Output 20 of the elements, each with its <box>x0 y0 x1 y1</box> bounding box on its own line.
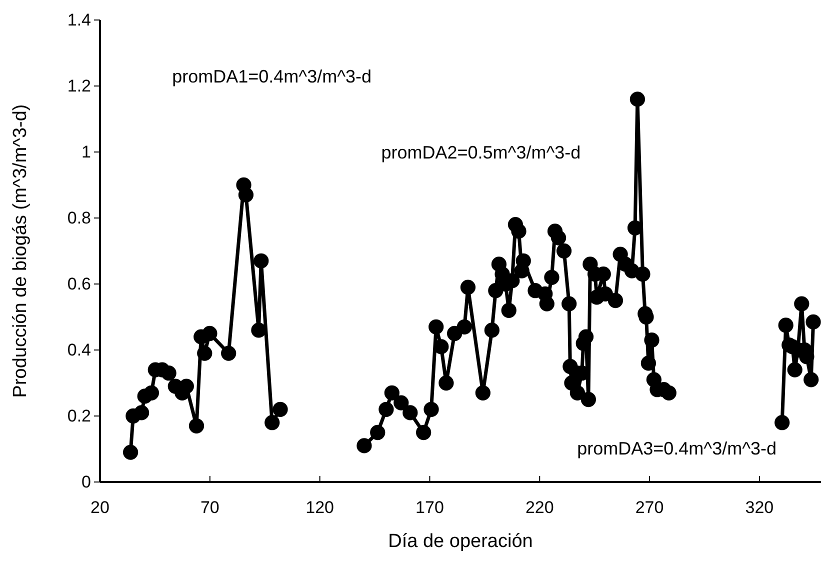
y-tick-label: 0.2 <box>67 406 91 426</box>
x-axis-title: Día de operación <box>388 531 533 552</box>
x-tick-label: 170 <box>416 498 444 518</box>
x-tick-label: 270 <box>635 498 664 518</box>
y-tick-label: 0.8 <box>67 208 91 228</box>
annotation: promDA2=0.5m^3/m^3-d <box>381 142 581 163</box>
x-tick-label: 20 <box>90 498 110 518</box>
y-tick-label: 1.2 <box>67 76 91 96</box>
x-tick-label: 120 <box>306 498 334 518</box>
y-tick-label: 1 <box>82 142 91 162</box>
y-tick-label: 0.4 <box>67 340 91 360</box>
y-tick-label: 1.4 <box>67 10 91 30</box>
y-tick-label: 0 <box>82 472 91 492</box>
y-axis-title: Producción de biogás (m^3/m^3-d) <box>10 104 31 398</box>
y-tick-label: 0.6 <box>67 274 91 294</box>
annotation: promDA3=0.4m^3/m^3-d <box>577 438 777 458</box>
annotation: promDA1=0.4m^3/m^3-d <box>172 66 372 86</box>
x-tick-label: 320 <box>745 498 774 518</box>
x-tick-label: 70 <box>200 498 220 518</box>
x-tick-label: 220 <box>525 498 554 518</box>
